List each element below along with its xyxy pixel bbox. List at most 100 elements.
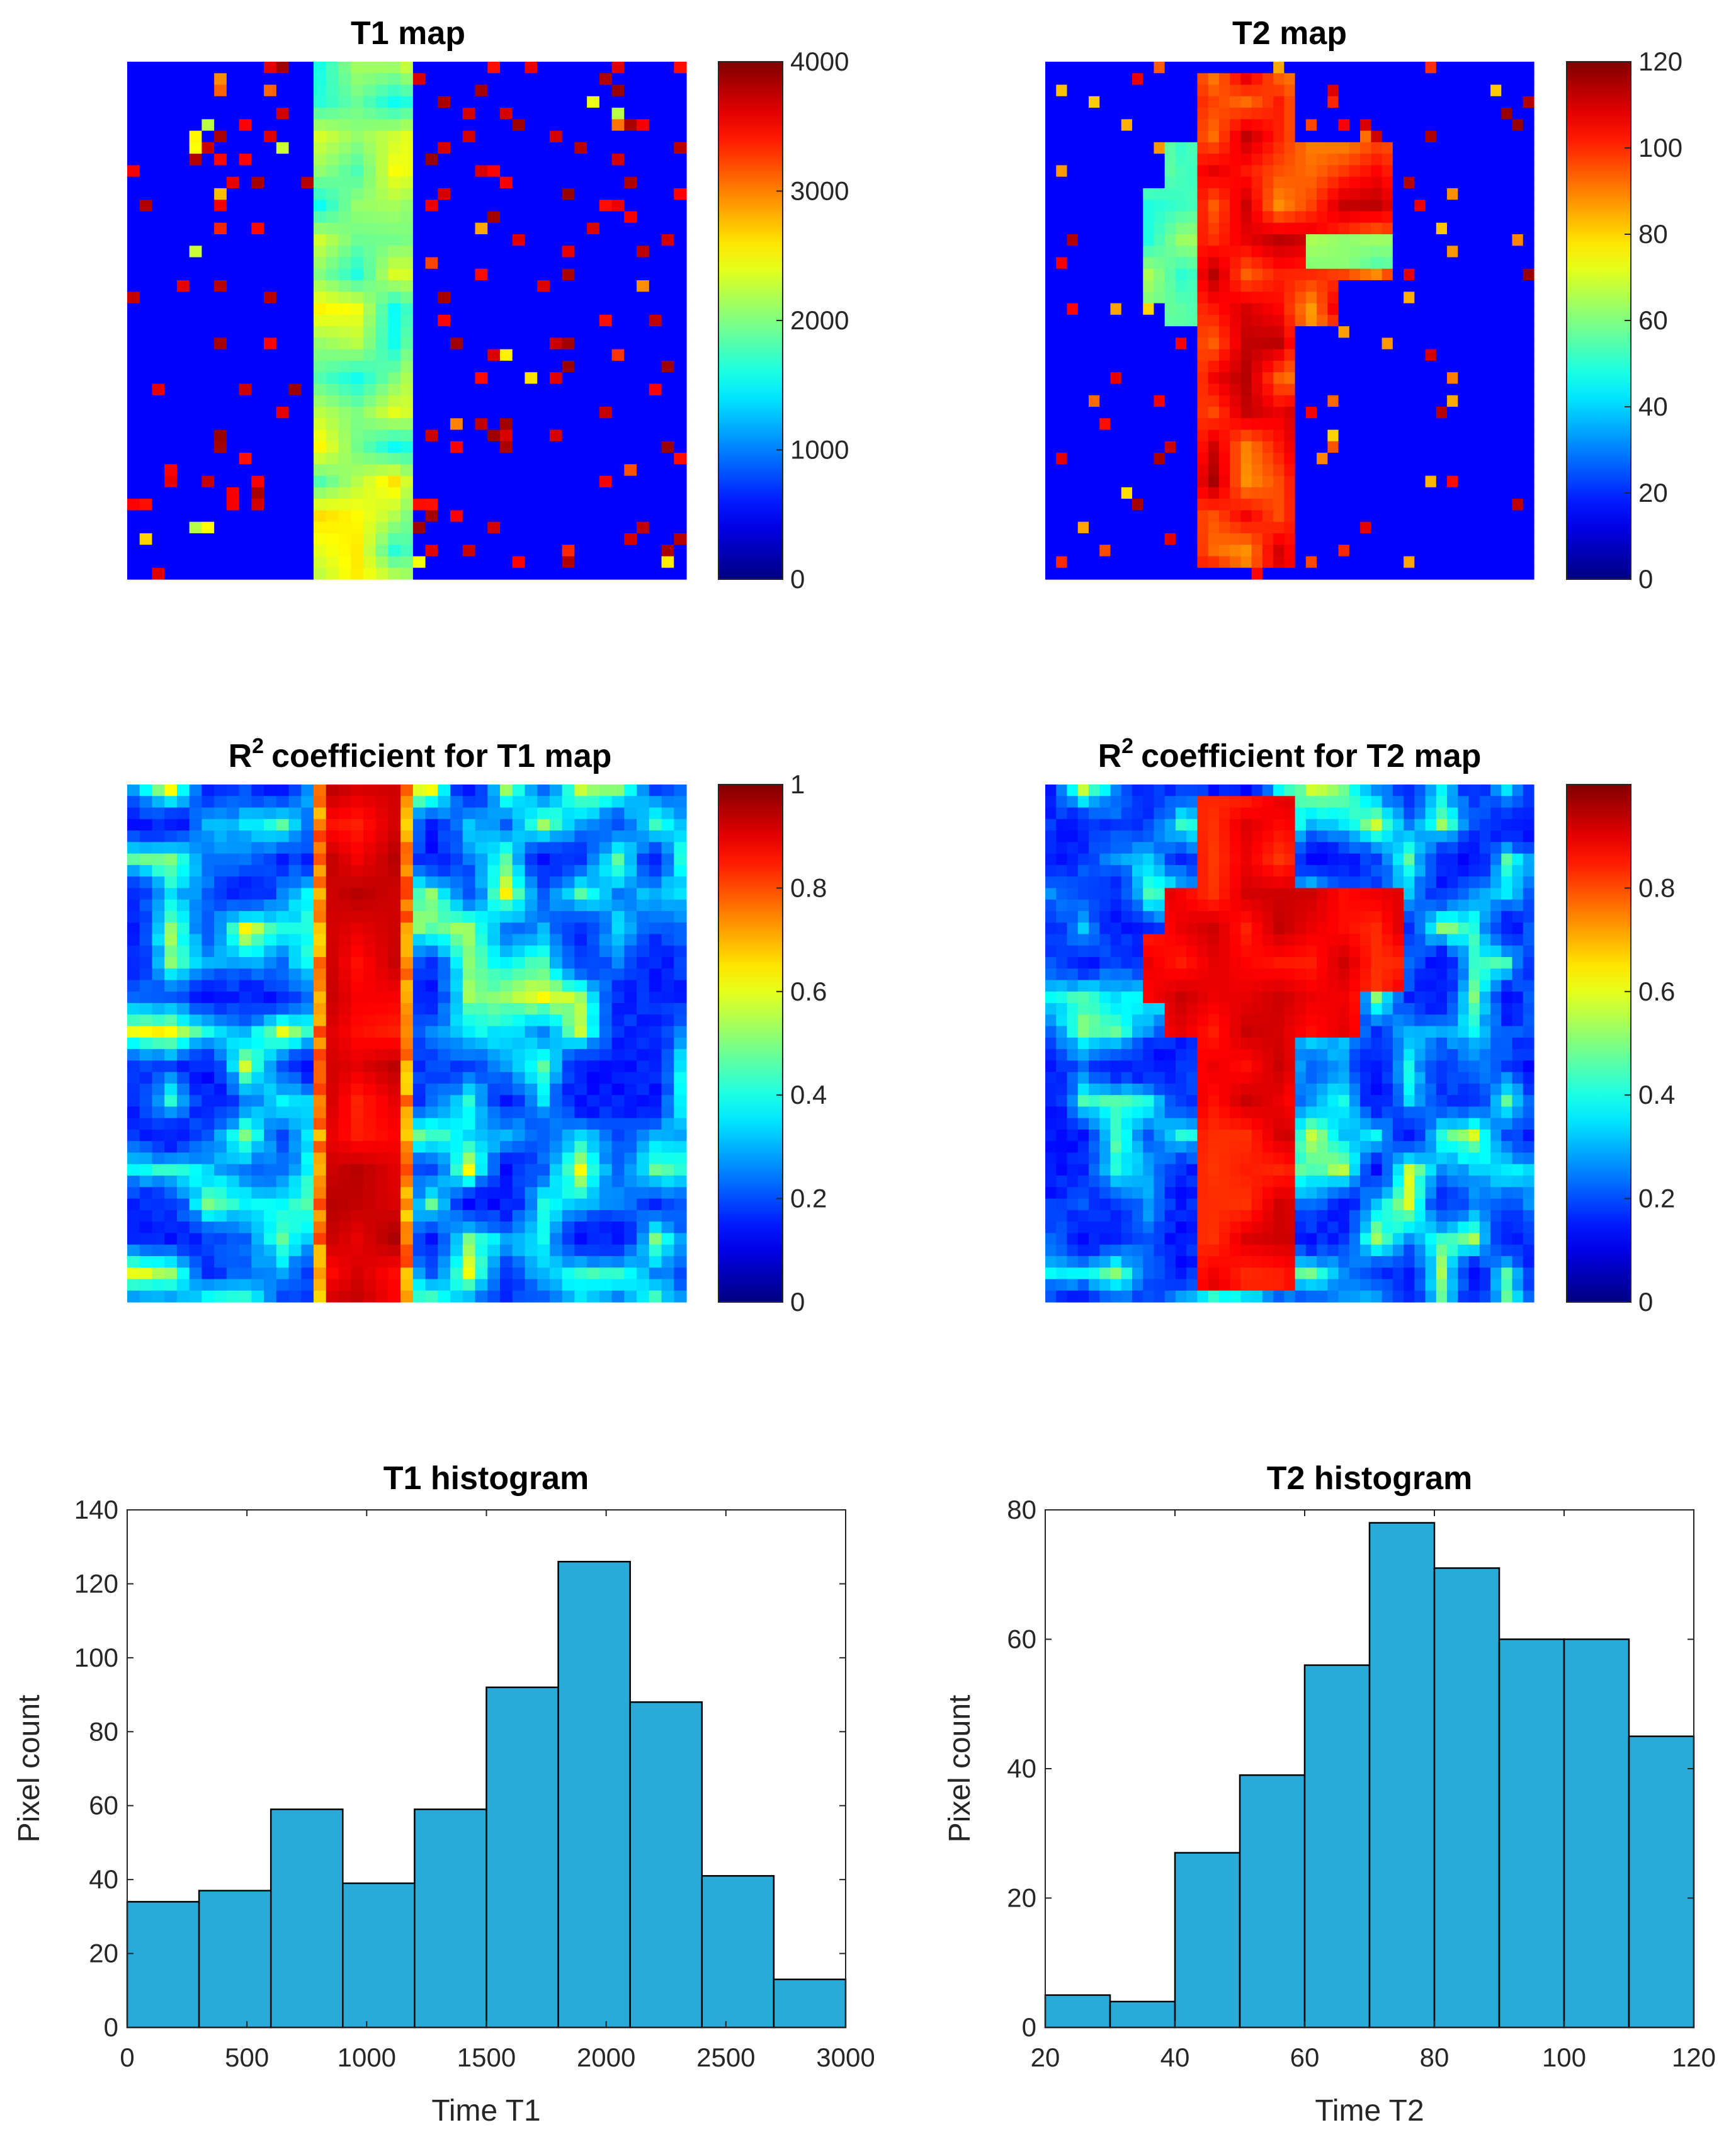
heatmap-cell — [611, 268, 625, 281]
heatmap-cell — [525, 200, 538, 212]
heatmap-cell — [1077, 154, 1089, 166]
heatmap-cell — [412, 429, 426, 442]
colorbar-tick-label: 120 — [1638, 47, 1682, 76]
heatmap-cell — [537, 337, 550, 350]
heatmap-cell — [388, 499, 401, 511]
heatmap-cell — [1284, 96, 1296, 108]
heatmap-cell — [1197, 475, 1209, 488]
heatmap-cell — [226, 222, 240, 235]
heatmap-cell — [301, 980, 314, 992]
heatmap-cell — [264, 807, 277, 820]
heatmap-cell — [375, 337, 389, 350]
heatmap-cell — [1295, 429, 1307, 442]
heatmap-cell — [624, 807, 637, 820]
heatmap-cell — [1436, 73, 1448, 86]
heatmap-cell — [375, 945, 389, 958]
heatmap-cell — [674, 372, 687, 385]
heatmap-cell — [462, 360, 476, 373]
heatmap-cell — [388, 521, 401, 534]
heatmap-cell — [512, 521, 526, 534]
heatmap-cell — [574, 280, 587, 292]
heatmap-cell — [1458, 246, 1470, 258]
heatmap-cell — [1208, 429, 1220, 442]
heatmap-cell — [549, 807, 563, 820]
heatmap-cell — [674, 349, 687, 361]
heatmap-cell — [500, 108, 513, 120]
heatmap-cell — [1045, 119, 1057, 132]
heatmap-cell — [624, 853, 637, 866]
heatmap-cell — [450, 73, 463, 86]
heatmap-cell — [1208, 108, 1220, 120]
heatmap-cell — [1327, 303, 1339, 315]
heatmap-cell — [438, 188, 451, 200]
heatmap-cell — [525, 188, 538, 200]
heatmap-cell — [1327, 441, 1339, 453]
heatmap-cell — [624, 119, 637, 132]
heatmap-cell — [661, 211, 674, 224]
heatmap-cell — [288, 337, 302, 350]
heatmap-cell — [1056, 165, 1068, 178]
heatmap-cell — [214, 864, 227, 877]
heatmap-cell — [127, 521, 140, 534]
heatmap-cell — [1154, 176, 1166, 189]
heatmap-cell — [152, 957, 165, 969]
heatmap-cell — [1132, 453, 1143, 465]
heatmap-cell — [1381, 326, 1393, 338]
heatmap-cell — [500, 888, 513, 900]
heatmap-cell — [674, 395, 687, 407]
heatmap-cell — [1077, 222, 1089, 235]
heatmap-cell — [1436, 395, 1448, 407]
heatmap-cell — [462, 108, 476, 120]
heatmap-cell — [1284, 567, 1296, 580]
heatmap-cell — [226, 372, 240, 385]
heatmap-cell — [1392, 176, 1404, 189]
heatmap-cell — [500, 165, 513, 178]
heatmap-cell — [1045, 533, 1057, 545]
heatmap-cell — [214, 945, 227, 958]
heatmap-cell — [462, 980, 476, 992]
heatmap-cell — [1110, 545, 1122, 557]
heatmap-cell — [661, 533, 674, 545]
heatmap-cell — [1371, 499, 1383, 511]
heatmap-cell — [1512, 533, 1524, 545]
heatmap-cell — [438, 154, 451, 166]
heatmap-cell — [587, 407, 600, 419]
heatmap-cell — [127, 945, 140, 958]
heatmap-cell — [351, 303, 364, 315]
heatmap-cell — [326, 521, 339, 534]
heatmap-cell — [587, 545, 600, 557]
heatmap-cell — [661, 487, 674, 499]
heatmap-cell — [1295, 360, 1307, 373]
heatmap-cell — [661, 545, 674, 557]
heatmap-cell — [314, 337, 327, 350]
heatmap-cell — [226, 957, 240, 969]
heatmap-cell — [1088, 314, 1100, 327]
heatmap-cell — [1218, 165, 1230, 178]
heatmap-cell — [1067, 119, 1079, 132]
heatmap-cell — [1490, 257, 1502, 269]
heatmap-cell — [301, 188, 314, 200]
heatmap-cell — [1338, 176, 1350, 189]
heatmap-cell — [500, 257, 513, 269]
heatmap-cell — [1110, 108, 1122, 120]
heatmap-cell — [351, 957, 364, 969]
heatmap-cell — [264, 1014, 277, 1027]
heatmap-cell — [425, 842, 438, 854]
heatmap-cell — [1088, 246, 1100, 258]
heatmap-cell — [1045, 246, 1057, 258]
heatmap-cell — [239, 785, 252, 796]
heatmap-cell — [201, 130, 215, 143]
heatmap-cell — [637, 280, 650, 292]
heatmap-cell — [537, 922, 550, 935]
heatmap-cell — [1045, 280, 1057, 292]
heatmap-cell — [1077, 395, 1089, 407]
heatmap-cell — [1099, 303, 1111, 315]
heatmap-cell — [301, 968, 314, 981]
heatmap-cell — [1230, 314, 1241, 327]
heatmap-cell — [1501, 383, 1513, 396]
heatmap-cell — [661, 280, 674, 292]
heatmap-cell — [537, 246, 550, 258]
heatmap-cell — [1262, 200, 1274, 212]
heatmap-cell — [226, 453, 240, 465]
heatmap-cell — [375, 418, 389, 431]
